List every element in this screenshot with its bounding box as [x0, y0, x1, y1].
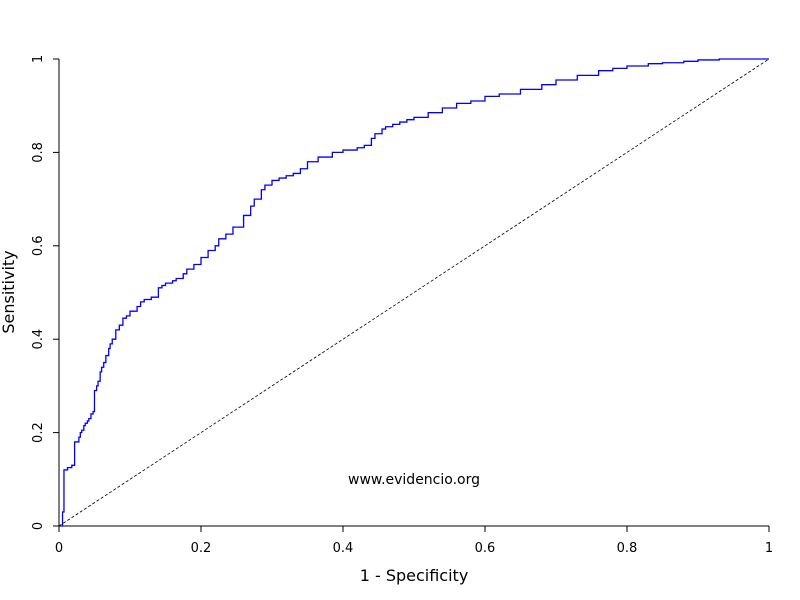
y-axis-label: Sensitivity [0, 250, 18, 333]
y-axis-ticks: 0 0.2 0.4 0.6 0.8 1 [31, 55, 59, 530]
y-tick-label: 1 [31, 55, 46, 63]
x-tick-label: 0.2 [191, 541, 212, 556]
y-tick-label: 0.4 [31, 329, 46, 350]
x-tick-label: 0.6 [475, 541, 496, 556]
x-tick-label: 1 [765, 541, 773, 556]
y-tick-label: 0.2 [31, 422, 46, 443]
x-tick-label: 0.8 [617, 541, 638, 556]
x-axis-ticks: 0 0.2 0.4 0.6 0.8 1 [55, 526, 773, 556]
x-tick-label: 0 [55, 541, 63, 556]
watermark-text: www.evidencio.org [348, 472, 480, 488]
x-tick-label: 0.4 [333, 541, 354, 556]
plot-lines [58, 58, 770, 527]
y-tick-label: 0.8 [31, 142, 46, 163]
x-axis-label: 1 - Specificity [360, 566, 469, 585]
axes [58, 59, 769, 527]
reference-diagonal-line [58, 58, 770, 527]
y-tick-label: 0 [31, 522, 46, 530]
roc-curve-line [59, 58, 769, 527]
y-tick-label: 0.6 [31, 235, 46, 256]
